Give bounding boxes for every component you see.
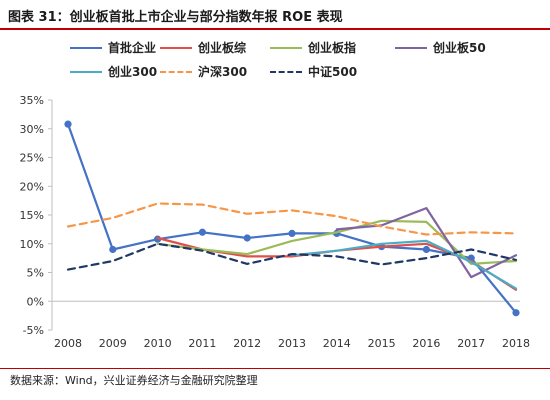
legend-swatch	[70, 71, 102, 73]
legend-swatch	[70, 47, 102, 49]
legend-swatch	[395, 47, 427, 49]
title-divider	[0, 28, 550, 30]
legend-label: 沪深300	[198, 65, 248, 79]
series-line	[66, 242, 518, 271]
legend-label: 创业板综	[198, 41, 247, 55]
legend-swatch	[270, 71, 302, 73]
line-chart: 35% 30% 25% 20% 15% 10% 5% 0% -5% 2008 2009 2010 201…	[20, 94, 530, 350]
y-tick-label: 10%	[20, 238, 44, 251]
y-tick-label: 15%	[20, 209, 44, 222]
legend-label: 中证500	[308, 65, 358, 79]
legend-label: 创业板指	[308, 41, 357, 55]
x-tick-label: 2012	[233, 337, 261, 350]
y-tick-label: 25%	[20, 152, 44, 165]
y-tick-label: 30%	[20, 123, 44, 136]
footer-divider	[0, 368, 550, 369]
x-tick-label: 2013	[278, 337, 306, 350]
data-point	[243, 234, 251, 242]
data-point	[512, 309, 520, 317]
y-tick-label: 5%	[27, 267, 44, 280]
series-line	[66, 122, 518, 314]
series-line	[66, 202, 518, 236]
x-tick-label: 2016	[412, 337, 440, 350]
legend-label: 创业板50	[433, 41, 486, 55]
data-point	[422, 245, 430, 254]
data-point	[198, 228, 206, 236]
data-source-note: 数据来源：Wind，兴业证券经济与金融研究院整理	[10, 374, 258, 387]
x-tick-label: 2010	[144, 337, 172, 350]
chart-title: 图表 31：创业板首批上市企业与部分指数年报 ROE 表现	[8, 10, 343, 25]
data-point	[109, 245, 117, 254]
x-tick-label: 2011	[188, 337, 216, 350]
y-tick-label: 0%	[27, 295, 44, 308]
x-tick-label: 2014	[323, 337, 351, 350]
legend-swatch	[160, 47, 192, 49]
x-tick-label: 2017	[457, 337, 485, 350]
data-point	[64, 120, 72, 128]
x-tick-label: 2015	[368, 337, 396, 350]
series-line	[335, 206, 518, 279]
series-line	[290, 239, 518, 290]
series-line	[156, 219, 518, 265]
x-tick-label: 2008	[54, 337, 82, 350]
y-tick-label: 20%	[20, 180, 44, 193]
x-tick-label: 2018	[502, 337, 530, 350]
legend-swatch	[160, 71, 192, 73]
data-point	[288, 229, 296, 237]
legend-swatch	[270, 47, 302, 49]
y-tick-label: -5%	[23, 324, 44, 337]
legend-label: 创业300	[108, 65, 158, 79]
y-tick-label: 35%	[20, 94, 44, 107]
legend-label: 首批企业	[108, 41, 157, 55]
x-tick-label: 2009	[99, 337, 127, 350]
